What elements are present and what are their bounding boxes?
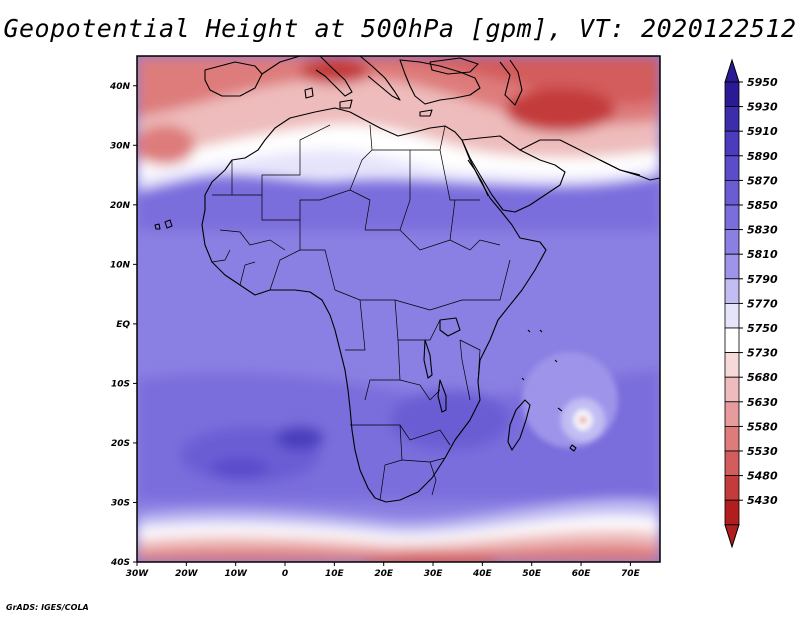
colorbar-swatch bbox=[724, 327, 740, 354]
coastlines bbox=[154, 56, 660, 503]
colorbar: 5950 5930 5910 5890 5870 5850 5830 5810 5790 5770… bbox=[724, 58, 778, 549]
colorbar-bottom-arrow bbox=[724, 524, 740, 549]
lon-tick-label: 10E bbox=[325, 569, 345, 579]
colorbar-level-label: 5870 bbox=[747, 174, 778, 187]
colorbar-level-label: 5680 bbox=[747, 371, 778, 384]
grads-credit: GrADS: IGES/COLA bbox=[6, 603, 89, 612]
colorbar-swatch bbox=[724, 204, 740, 231]
lon-tick-label: 30W bbox=[126, 569, 150, 579]
colorbar-top-arrow bbox=[724, 58, 740, 83]
lat-tick-label: 10S bbox=[111, 379, 130, 389]
lon-tick-label: 70E bbox=[621, 569, 641, 579]
colorbar-level-label: 5770 bbox=[747, 297, 778, 310]
colorbar-level-label: 5950 bbox=[747, 76, 778, 89]
colorbar-swatch bbox=[724, 401, 740, 427]
lon-tick-label: 60E bbox=[572, 569, 592, 579]
lon-tick-label: 20W bbox=[175, 569, 199, 579]
lon-tick-label: 20E bbox=[374, 569, 394, 579]
colorbar-level-label: 5890 bbox=[747, 150, 778, 163]
colorbar-swatch bbox=[724, 106, 740, 132]
colorbar-swatch bbox=[724, 450, 740, 477]
map-title: Geopotential Height at 500hPa [gpm], VT:… bbox=[3, 14, 797, 43]
colorbar-swatch bbox=[724, 376, 740, 403]
colorbar-swatch bbox=[724, 253, 740, 280]
lon-tick-label: 30E bbox=[424, 569, 444, 579]
country-borders bbox=[211, 124, 511, 501]
colorbar-swatch bbox=[724, 179, 740, 206]
colorbar-level-label: 5630 bbox=[747, 396, 778, 409]
lat-tick-label: 30S bbox=[111, 498, 130, 508]
plot-frame bbox=[136, 55, 661, 563]
colorbar-swatch bbox=[724, 81, 740, 108]
colorbar-swatch bbox=[724, 155, 740, 181]
colorbar-level-label: 5910 bbox=[747, 125, 778, 138]
lon-tick-label: 40E bbox=[472, 569, 493, 579]
colorbar-level-label: 5480 bbox=[747, 470, 778, 483]
colorbar-level-label: 5580 bbox=[747, 420, 778, 433]
lon-tick-label: 50E bbox=[522, 569, 542, 579]
colorbar-swatch bbox=[724, 425, 740, 452]
colorbar-swatch bbox=[724, 499, 740, 526]
latitude-axis: 40N 30N 20N 10N EQ 10S 20S 30S 40S bbox=[109, 82, 137, 568]
lat-tick-label: 10N bbox=[110, 260, 131, 270]
colorbar-level-label: 5430 bbox=[747, 494, 778, 507]
lon-tick-label: 10W bbox=[224, 569, 248, 579]
lat-tick-label: EQ bbox=[116, 320, 130, 330]
lat-tick-label: 40N bbox=[109, 82, 131, 92]
colorbar-level-label: 5930 bbox=[747, 101, 778, 114]
colorbar-swatch bbox=[724, 475, 740, 501]
colorbar-level-label: 5810 bbox=[747, 248, 778, 261]
colorbar-level-label: 5530 bbox=[747, 445, 778, 458]
height-field bbox=[137, 56, 660, 562]
colorbar-swatch bbox=[724, 278, 740, 304]
colorbar-level-label: 5730 bbox=[747, 347, 778, 360]
colorbar-level-label: 5750 bbox=[747, 322, 778, 335]
lat-tick-label: 40S bbox=[110, 558, 130, 568]
lat-tick-label: 20N bbox=[110, 201, 131, 211]
lon-tick-label: 0 bbox=[282, 569, 288, 579]
longitude-axis: 30W 20W 10W 0 10E 20E 30E 40E 50E 60E 70E bbox=[126, 562, 641, 579]
colorbar-level-label: 5790 bbox=[747, 273, 778, 286]
lat-tick-label: 20S bbox=[111, 439, 130, 449]
colorbar-swatch bbox=[724, 229, 740, 255]
colorbar-level-label: 5850 bbox=[747, 199, 778, 212]
colorbar-swatch bbox=[724, 130, 740, 157]
lat-tick-label: 30N bbox=[110, 141, 131, 151]
colorbar-swatch bbox=[724, 302, 740, 329]
colorbar-level-label: 5830 bbox=[747, 224, 778, 237]
colorbar-swatch bbox=[724, 352, 740, 378]
